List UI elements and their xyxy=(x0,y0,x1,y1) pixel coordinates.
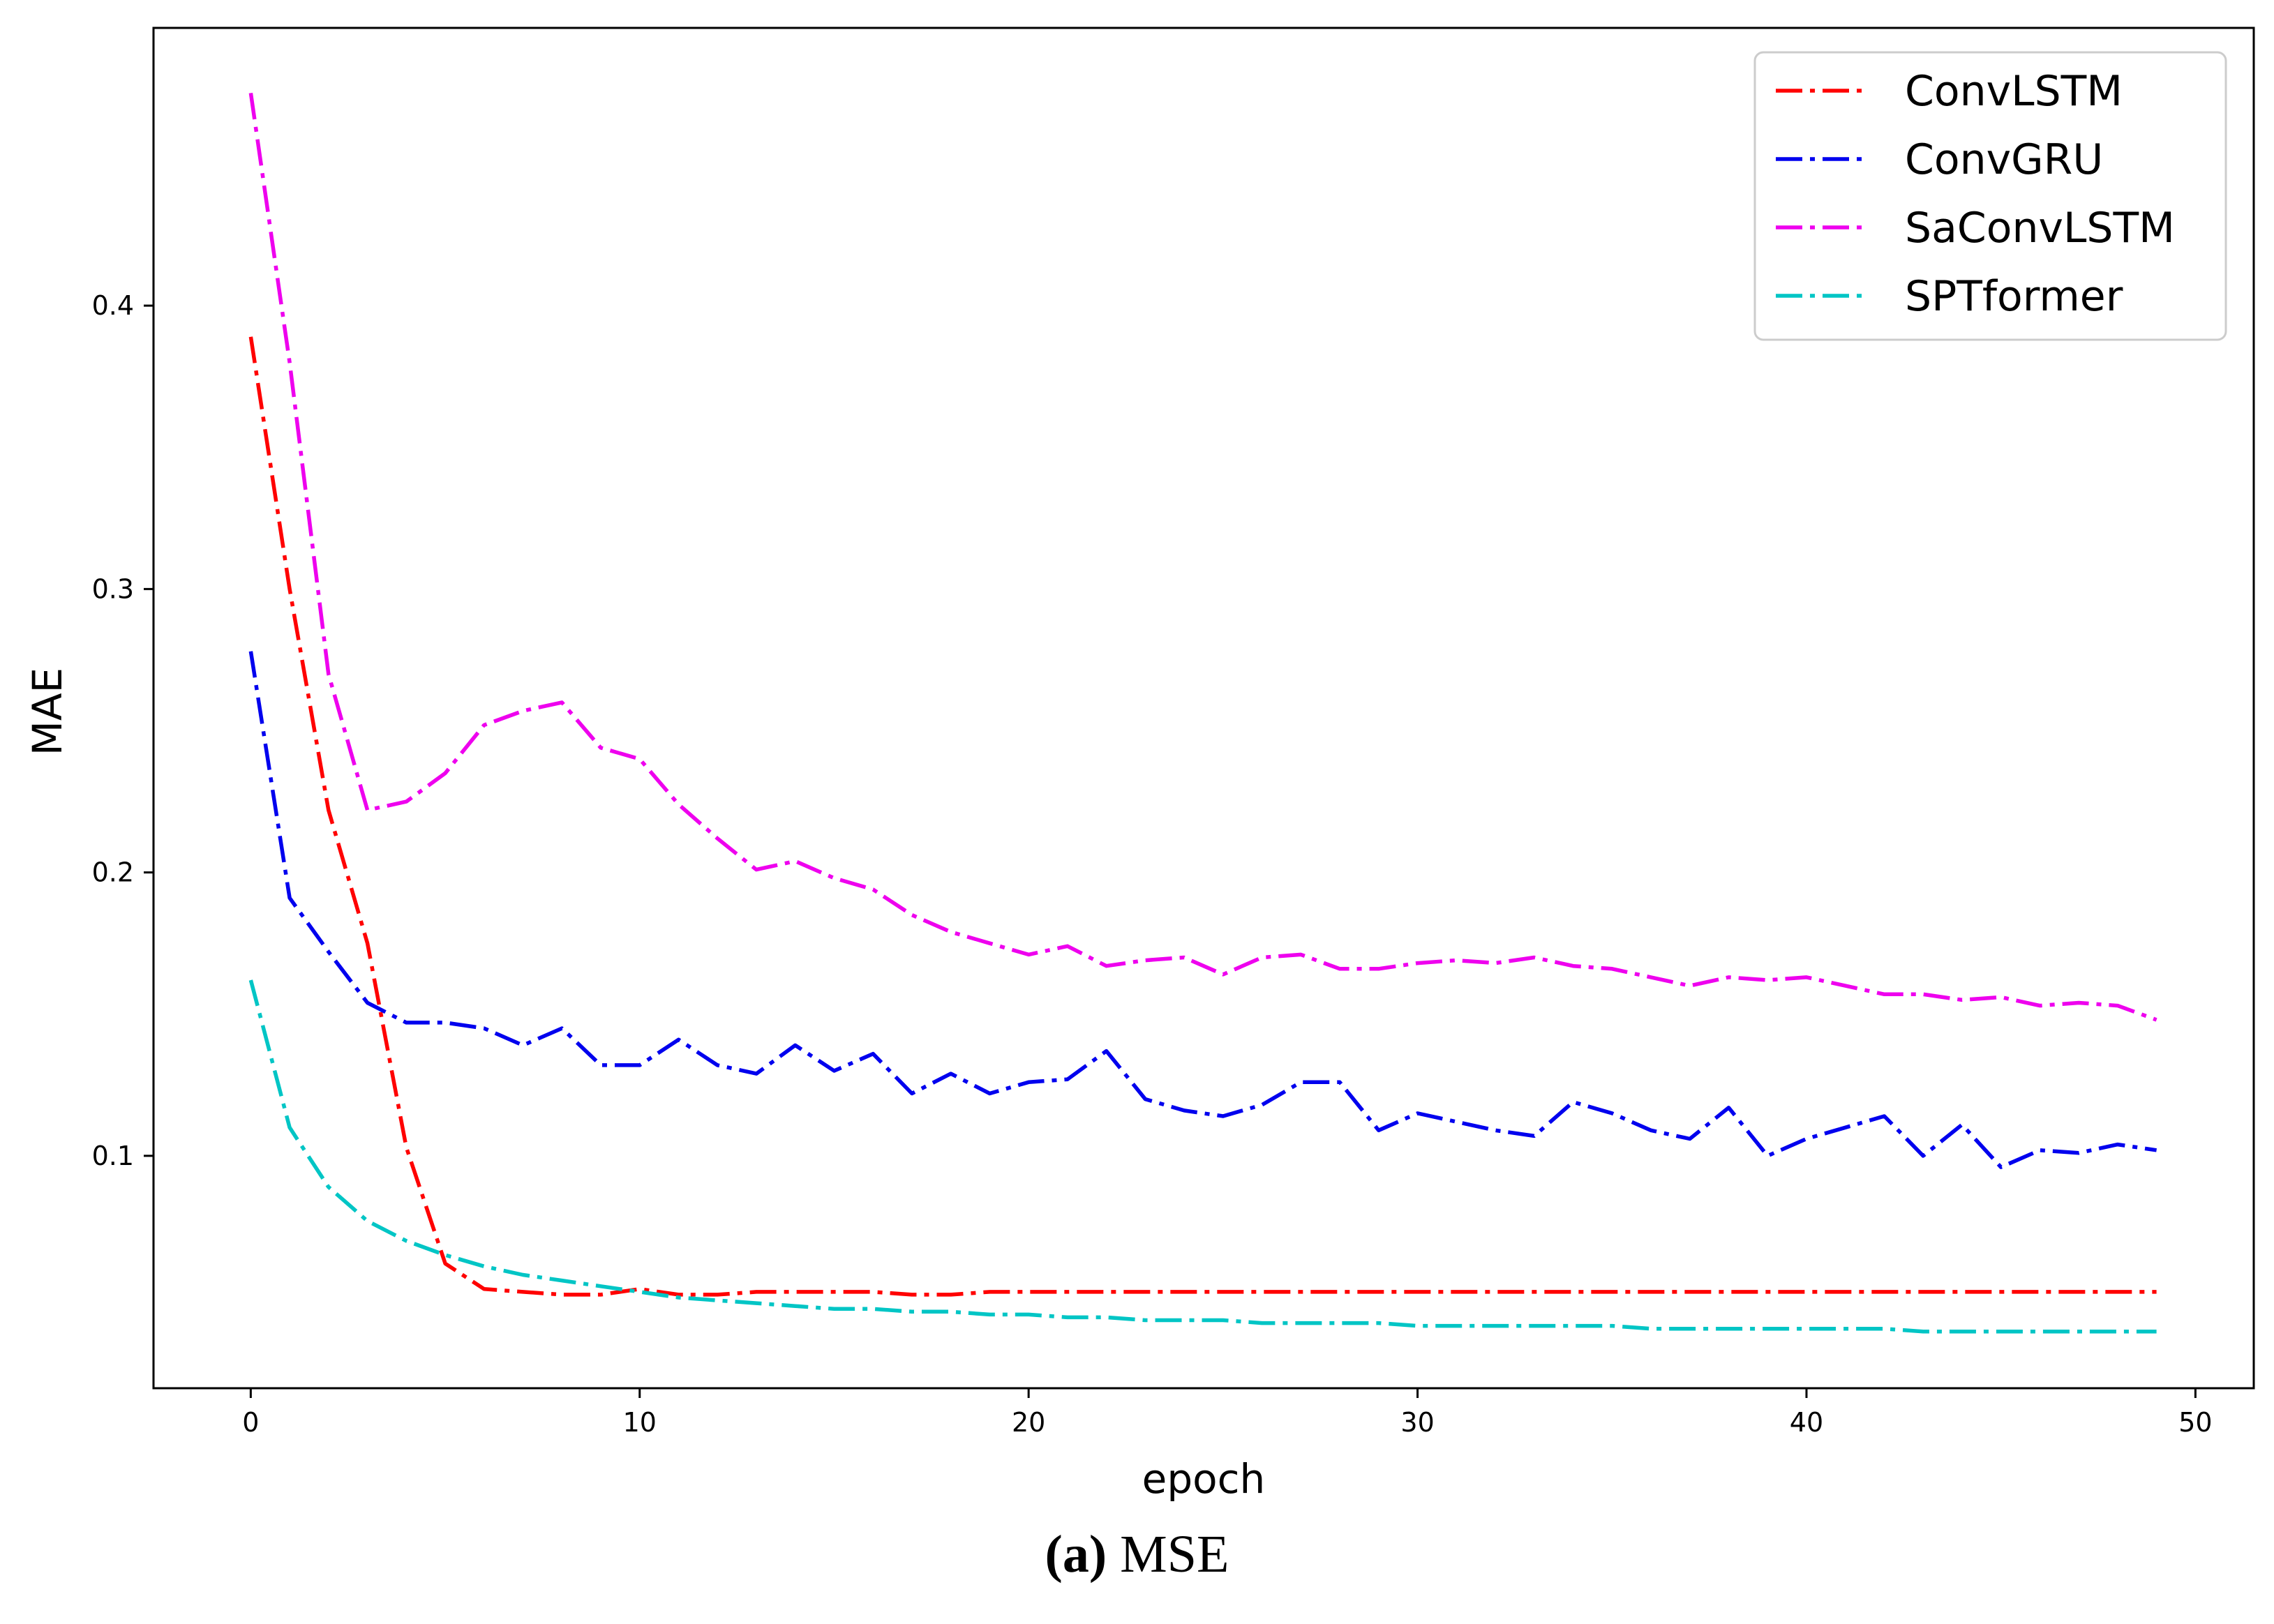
series-line-sptformer xyxy=(248,979,2157,1334)
x-tick-label: 50 xyxy=(2178,1407,2212,1438)
x-tick-label: 10 xyxy=(623,1407,657,1438)
series-line-convgru xyxy=(248,651,2157,1169)
y-axis-label: MAE xyxy=(24,668,71,755)
series-layer xyxy=(248,93,2157,1334)
series-line-convlstm xyxy=(248,336,2157,1297)
legend-label-convgru: ConvGRU xyxy=(1905,135,2103,184)
plot-frame xyxy=(152,27,2255,1390)
legend-box xyxy=(1753,51,2227,341)
ticks-layer: 0 10 20 30 40 50 0.1 0.2 0.3 0.4 xyxy=(92,290,2213,1438)
legend-label-saconvlstm: SaConvLSTM xyxy=(1905,204,2175,253)
y-tick-label: 0.2 xyxy=(92,857,134,888)
figure-caption: (a) MSE xyxy=(0,1524,2274,1585)
y-tick-label: 0.3 xyxy=(92,573,134,604)
legend-label-sptformer: SPTformer xyxy=(1905,272,2123,321)
x-tick-label: 0 xyxy=(242,1407,259,1438)
y-tick-label: 0.1 xyxy=(92,1141,134,1171)
x-axis-label: epoch xyxy=(1142,1455,1266,1503)
y-tick-label: 0.4 xyxy=(92,290,134,321)
x-tick-label: 40 xyxy=(1790,1407,1823,1438)
legend: ConvLSTM ConvGRU SaConvLSTM SPTformer xyxy=(1753,51,2227,341)
x-tick-label: 20 xyxy=(1012,1407,1045,1438)
legend-label-convlstm: ConvLSTM xyxy=(1905,67,2123,116)
series-line-saconvlstm xyxy=(248,93,2157,1022)
caption-text: MSE xyxy=(1107,1525,1229,1584)
x-tick-label: 30 xyxy=(1400,1407,1434,1438)
caption-label: (a) xyxy=(1045,1525,1107,1584)
